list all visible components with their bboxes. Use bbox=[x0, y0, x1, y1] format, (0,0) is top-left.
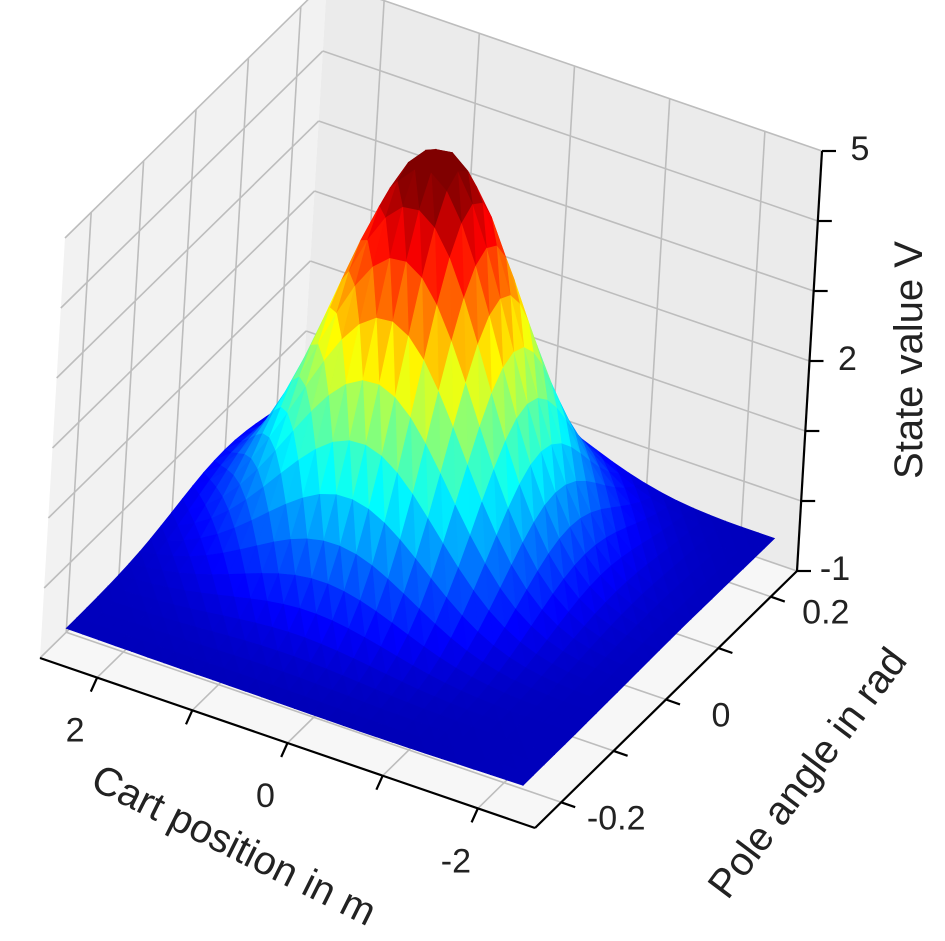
y-axis-label: Pole angle in rad bbox=[700, 640, 916, 906]
left-pane-grid-line bbox=[60, 50, 324, 309]
right-pane-grid-line bbox=[322, 50, 819, 222]
surface-facet bbox=[81, 623, 100, 641]
z-tick-label: 2 bbox=[838, 340, 857, 378]
surface-facet bbox=[473, 758, 491, 776]
surface-facet bbox=[310, 702, 328, 721]
x-tick-mark bbox=[89, 677, 99, 693]
x-tick-mark bbox=[375, 775, 384, 791]
surface-facet bbox=[245, 678, 263, 698]
left-pane-grid-line bbox=[47, 260, 311, 519]
y-tick-label: 0.2 bbox=[802, 594, 849, 632]
surface-facet bbox=[489, 763, 508, 781]
surface-facet bbox=[375, 725, 393, 743]
surface-facet bbox=[228, 673, 247, 692]
surface-facet bbox=[457, 753, 475, 770]
surface-facet bbox=[326, 708, 344, 727]
surface-facet bbox=[293, 696, 312, 715]
y-tick-mark bbox=[770, 595, 786, 603]
surface-facet bbox=[408, 736, 426, 754]
x-tick-label: -2 bbox=[441, 842, 471, 880]
left-pane-grid-line bbox=[43, 330, 307, 589]
surface-facet bbox=[196, 662, 214, 681]
surface-facet bbox=[342, 713, 361, 732]
x-tick-label: 2 bbox=[66, 712, 85, 750]
y-tick-mark bbox=[560, 801, 576, 809]
y-tick-mark bbox=[665, 698, 681, 706]
surface-facet bbox=[147, 645, 165, 664]
surface-facet bbox=[65, 617, 83, 635]
y-tick-label: -0.2 bbox=[587, 799, 646, 837]
y-tick-mark bbox=[718, 647, 733, 655]
right-pane-grid-line bbox=[318, 120, 814, 292]
surface-facet bbox=[261, 684, 279, 704]
surface-facet bbox=[424, 742, 442, 760]
surface-facet bbox=[359, 719, 377, 738]
floor-grid-line bbox=[65, 631, 562, 804]
y-tick-mark bbox=[613, 749, 628, 757]
value-surface bbox=[65, 148, 776, 786]
surface-facet bbox=[179, 656, 198, 675]
x-axis-label: Cart position in m bbox=[85, 756, 383, 934]
surface-facet bbox=[212, 667, 230, 687]
z-axis-label: State value V bbox=[887, 241, 931, 479]
y-tick-label: 0 bbox=[712, 696, 731, 734]
right-pane-grid-line bbox=[379, 0, 823, 152]
left-pane-grid-line bbox=[56, 120, 320, 379]
x-tick-label: 0 bbox=[256, 777, 275, 815]
axis-lines bbox=[39, 149, 836, 830]
surface-facet bbox=[277, 690, 295, 709]
left-pane-grid-line bbox=[64, 0, 309, 239]
tick-labels: 2 0 -2 -0.2 0 0.2 -1 2 5 bbox=[66, 130, 870, 880]
x-tick-mark bbox=[470, 807, 479, 823]
surface-facet bbox=[506, 769, 524, 786]
surface-facet bbox=[130, 640, 149, 658]
surface-facet bbox=[440, 747, 459, 765]
surface-facet bbox=[114, 634, 132, 652]
left-pane-grid-line bbox=[51, 190, 316, 449]
x-tick-mark bbox=[185, 709, 194, 725]
x-tick-mark bbox=[280, 742, 289, 758]
surface-facet bbox=[391, 731, 410, 749]
z-tick-label: -1 bbox=[820, 550, 850, 588]
surface-facet bbox=[98, 628, 116, 647]
surface-facet bbox=[163, 651, 181, 670]
z-tick-label: 5 bbox=[851, 130, 870, 168]
